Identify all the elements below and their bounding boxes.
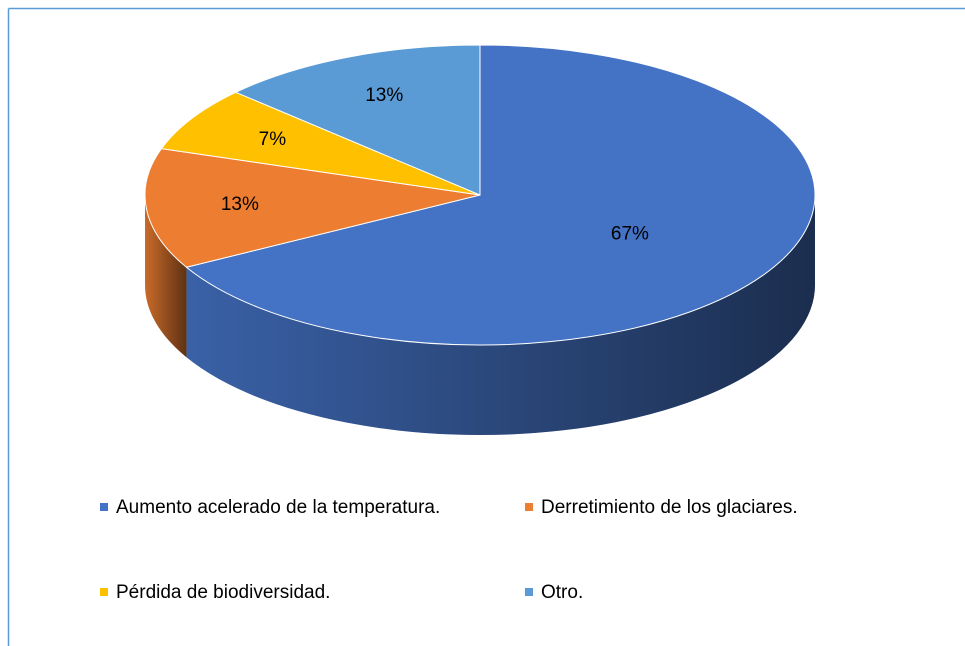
data-label: 13% xyxy=(221,194,259,215)
legend-label: Derretimiento de los glaciares. xyxy=(541,497,798,518)
pie-slice xyxy=(234,44,481,196)
legend-label: Pérdida de biodiversidad. xyxy=(116,582,330,603)
data-label: 7% xyxy=(259,129,287,150)
legend-marker xyxy=(100,588,108,596)
pie-sides xyxy=(145,195,815,435)
legend-marker xyxy=(100,503,108,511)
legend-label: Aumento acelerado de la temperatura. xyxy=(116,497,440,518)
pie-slice xyxy=(160,91,481,196)
data-label: 13% xyxy=(365,85,403,106)
data-labels: 67% 13% 7% 13% xyxy=(221,85,649,245)
pie-slice xyxy=(185,44,816,346)
data-label: 67% xyxy=(611,224,649,245)
pie-tops xyxy=(144,44,816,346)
legend-label: Otro. xyxy=(541,582,583,603)
pie-slice xyxy=(144,148,481,268)
pie-side-shade xyxy=(145,195,187,358)
legend-marker xyxy=(525,503,533,511)
legend-marker xyxy=(525,588,533,596)
pie-side-shade xyxy=(186,195,815,435)
legend: Aumento acelerado de la temperatura. Derr… xyxy=(100,497,798,603)
